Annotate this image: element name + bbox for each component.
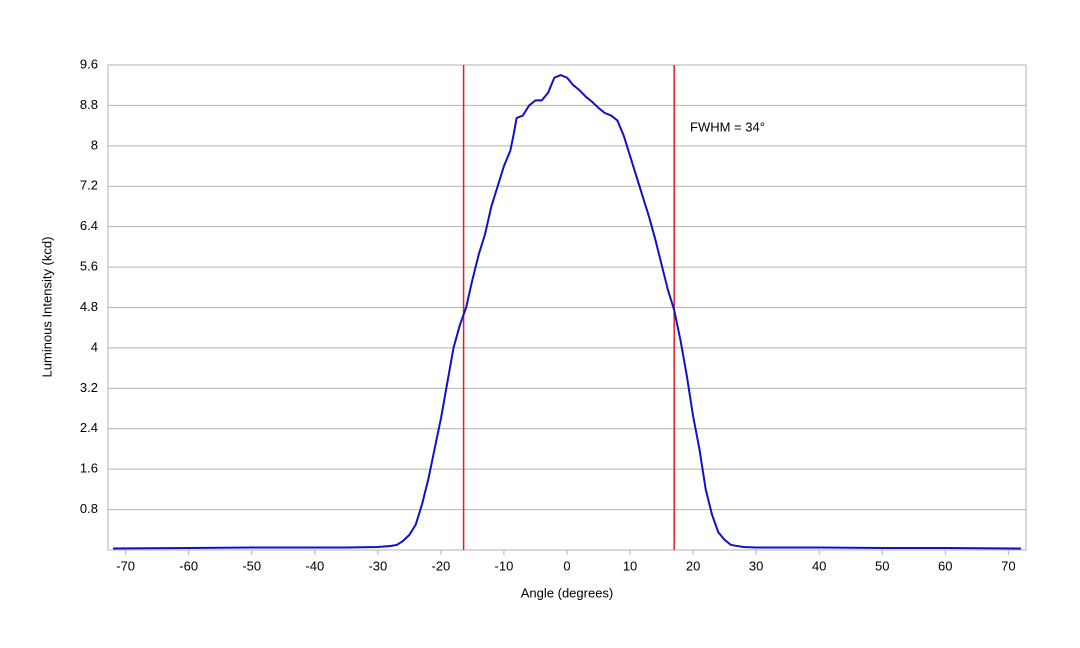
y-tick-label: 8.8	[80, 97, 98, 112]
x-tick-label: -30	[368, 558, 387, 573]
x-tick-label: 60	[938, 558, 952, 573]
x-tick-label: 10	[623, 558, 637, 573]
x-tick-label: -40	[305, 558, 324, 573]
y-tick-label: 1.6	[80, 461, 98, 476]
x-tick-label: 20	[686, 558, 700, 573]
y-tick-label: 0.8	[80, 501, 98, 516]
y-tick-label: 5.6	[80, 259, 98, 274]
x-tick-label: -60	[179, 558, 198, 573]
y-axis-label: Luminous Intensity (kcd)	[39, 237, 54, 378]
y-tick-label: 2.4	[80, 420, 98, 435]
y-tick-label: 4	[91, 339, 98, 354]
x-axis-label: Angle (degrees)	[521, 585, 614, 600]
y-tick-label: 9.6	[80, 56, 98, 71]
x-tick-label: -50	[242, 558, 261, 573]
x-tick-label: 30	[749, 558, 763, 573]
x-tick-label: 40	[812, 558, 826, 573]
x-tick-label: -10	[495, 558, 514, 573]
y-tick-label: 3.2	[80, 380, 98, 395]
x-tick-label: -20	[432, 558, 451, 573]
y-tick-label: 7.2	[80, 178, 98, 193]
data-line	[113, 74, 1021, 550]
x-tick-label: 50	[875, 558, 889, 573]
x-tick-label: 70	[1001, 558, 1015, 573]
annotation: FWHM = 34°	[690, 119, 765, 134]
y-tick-label: 6.4	[80, 218, 98, 233]
x-tick-label: 0	[563, 558, 570, 573]
x-tick-label: -70	[116, 558, 135, 573]
y-tick-label: 8	[91, 137, 98, 152]
y-tick-label: 4.8	[80, 299, 98, 314]
